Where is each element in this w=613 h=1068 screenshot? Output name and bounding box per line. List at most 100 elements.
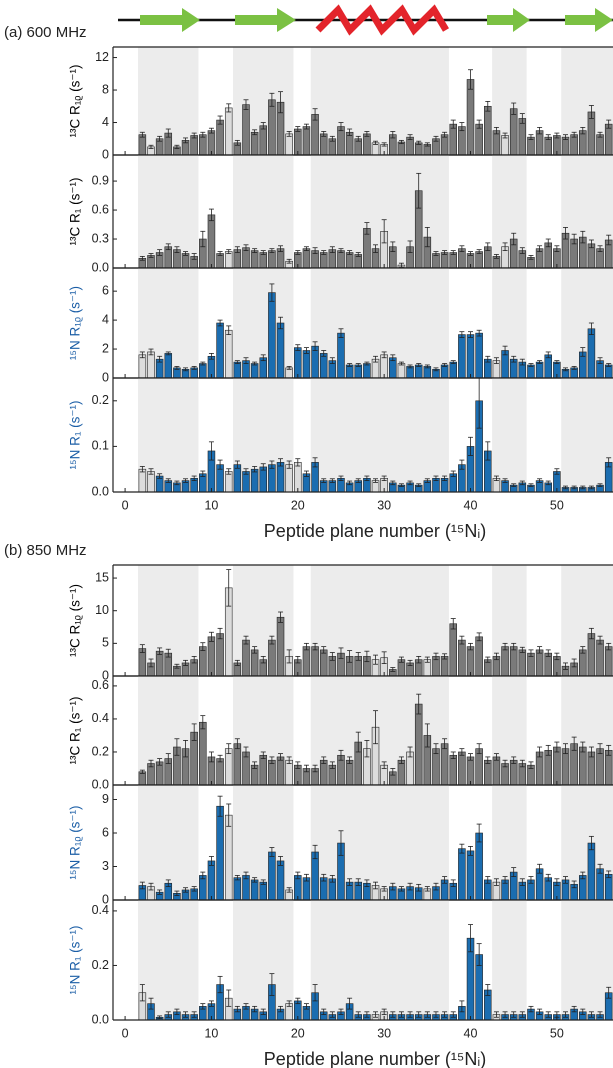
error-bar <box>321 250 327 255</box>
error-bar <box>528 363 534 367</box>
error-bar <box>493 126 499 135</box>
bar <box>475 832 483 900</box>
error-bar <box>485 441 491 461</box>
error-bar <box>502 132 508 139</box>
error-bar <box>286 131 292 137</box>
error-bar <box>554 360 560 364</box>
error-bar <box>303 347 309 354</box>
error-bar <box>407 480 413 486</box>
error-bar <box>157 758 163 766</box>
error-bar <box>493 357 499 364</box>
error-bar <box>321 756 327 764</box>
error-bar <box>226 325 232 335</box>
error-bar <box>398 656 404 663</box>
y-tick-label: 12 <box>95 50 109 64</box>
error-bar <box>278 1005 284 1013</box>
error-bar <box>295 126 301 132</box>
error-bar <box>243 746 249 758</box>
error-bar <box>148 997 154 1010</box>
error-bar <box>364 361 370 366</box>
error-bar <box>234 875 240 881</box>
error-bar <box>511 102 517 115</box>
bar <box>216 322 224 378</box>
error-bar <box>398 361 404 366</box>
error-bar <box>433 135 439 142</box>
y-tick-label: 9 <box>102 792 109 806</box>
bar <box>285 133 293 155</box>
bar <box>319 133 328 155</box>
error-bar <box>442 363 448 367</box>
error-bar <box>355 878 361 886</box>
error-bar <box>597 483 603 487</box>
error-bar <box>295 761 301 769</box>
error-bar <box>537 360 543 364</box>
bar <box>345 759 354 785</box>
error-bar <box>234 659 240 666</box>
bar <box>466 756 475 785</box>
error-bar <box>571 233 577 245</box>
error-bar <box>321 1008 327 1015</box>
error-bar <box>312 247 318 254</box>
error-bar <box>252 1005 258 1013</box>
error-bar <box>183 1011 189 1018</box>
panel <box>138 676 613 785</box>
bar <box>475 748 483 785</box>
error-bar <box>424 656 430 663</box>
error-bar <box>416 140 422 145</box>
error-bar <box>338 475 344 482</box>
bar <box>466 334 475 378</box>
error-bar <box>407 364 413 369</box>
bar <box>259 466 268 492</box>
error-bar <box>545 238 551 248</box>
error-bar <box>537 126 543 135</box>
y-tick-label: 0.6 <box>92 202 109 216</box>
error-bar <box>269 92 275 107</box>
error-bar <box>459 748 465 756</box>
error-bar <box>157 473 163 479</box>
y-tick-label: 0 <box>102 370 109 384</box>
error-bar <box>580 741 586 753</box>
error-bar <box>597 357 603 364</box>
error-bar <box>485 984 491 996</box>
y-tick-label: 0.2 <box>92 744 109 758</box>
error-bar <box>588 322 594 335</box>
error-bar <box>580 347 586 357</box>
error-bar <box>563 743 569 755</box>
bar <box>484 105 492 155</box>
error-bar <box>139 351 145 359</box>
error-bar <box>416 693 422 715</box>
error-bar <box>545 351 551 359</box>
error-bar <box>424 364 430 369</box>
error-bar <box>139 131 145 138</box>
bar <box>268 292 276 378</box>
y-tick-label: 6 <box>102 825 109 839</box>
error-bar <box>606 457 612 468</box>
error-bar <box>519 358 525 366</box>
error-bar <box>329 357 335 364</box>
error-bar <box>373 881 379 890</box>
error-bar <box>148 144 154 149</box>
error-bar <box>303 470 309 477</box>
error-bar <box>442 131 448 138</box>
error-bar <box>537 478 543 483</box>
bar <box>207 214 216 268</box>
error-bar <box>545 649 551 657</box>
bar <box>199 646 207 676</box>
y-tick-label: 15 <box>95 570 109 584</box>
error-bar <box>606 870 612 879</box>
error-bar <box>554 132 560 139</box>
error-bar <box>459 245 465 252</box>
bar <box>509 108 518 155</box>
bar <box>475 123 483 155</box>
error-bar <box>493 652 499 661</box>
error-bar <box>476 119 482 129</box>
error-bar <box>588 105 594 119</box>
panel <box>138 900 613 1020</box>
bar <box>579 130 587 155</box>
bar <box>449 754 457 785</box>
bar <box>285 464 293 492</box>
error-bar <box>338 830 344 856</box>
error-bar <box>416 1011 422 1018</box>
error-bar <box>476 249 482 254</box>
error-bar <box>450 360 456 364</box>
